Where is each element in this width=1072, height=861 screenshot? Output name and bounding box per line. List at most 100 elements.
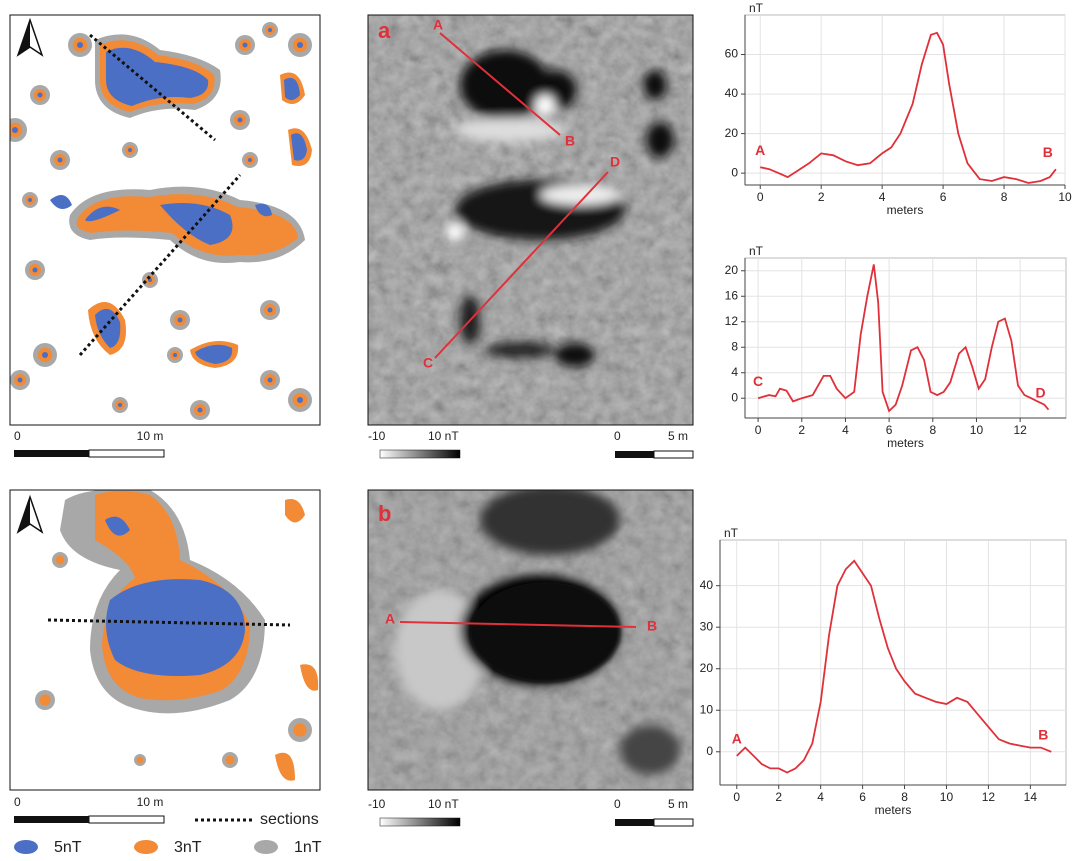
color-scale-label: 10 nT: [428, 797, 459, 811]
anomaly-5nT: [198, 408, 203, 413]
section-label: C: [753, 373, 763, 389]
y-tick-label: 40: [725, 86, 739, 100]
scale-label: 10 m: [137, 429, 164, 443]
section-label: A: [385, 611, 395, 627]
x-tick-label: 2: [818, 190, 825, 204]
anomaly-3nT: [226, 756, 235, 765]
x-tick-label: 8: [1001, 190, 1008, 204]
x-tick-label: 4: [879, 190, 886, 204]
scale-label: 0: [614, 797, 621, 811]
section-label: A: [732, 731, 742, 747]
color-scale-label: 10 nT: [428, 429, 459, 443]
anomaly-5nT: [238, 118, 243, 123]
y-tick-label: 8: [731, 339, 738, 353]
anomaly-5nT: [173, 353, 177, 357]
y-axis-label: nT: [749, 244, 764, 258]
anomaly-3nT: [293, 723, 306, 736]
anomaly-5nT: [268, 28, 272, 32]
x-tick-label: 2: [775, 790, 782, 804]
scale-label: 10 m: [137, 795, 164, 809]
figure: a b A B C D A B 0 10 m 0 10 m sections -…: [0, 0, 1072, 861]
panel-label: b: [378, 501, 391, 526]
section-label: A: [433, 17, 443, 33]
x-tick-label: 0: [733, 790, 740, 804]
scale-label: 0: [14, 429, 21, 443]
y-tick-label: 10: [700, 702, 714, 716]
anomaly-3nT: [137, 757, 144, 764]
legend: 5nT 3nT 1nT: [14, 839, 322, 856]
legend-label: sections: [260, 811, 319, 828]
x-tick-label: 10: [940, 790, 954, 804]
anomaly: [470, 582, 620, 682]
legend-label: 5nT: [54, 839, 82, 856]
anomaly-3nT: [40, 695, 51, 706]
x-tick-label: 12: [1013, 423, 1027, 437]
x-tick-label: 2: [798, 423, 805, 437]
x-tick-label: 10: [970, 423, 984, 437]
section-label: B: [565, 133, 575, 149]
x-tick-label: 0: [757, 190, 764, 204]
x-axis-label: meters: [875, 803, 912, 817]
anomaly-5nT: [268, 308, 273, 313]
scale-label: 0: [14, 795, 21, 809]
y-tick-label: 0: [731, 390, 738, 404]
y-tick-label: 20: [725, 263, 739, 277]
y-tick-label: 20: [700, 661, 714, 675]
anomaly-3nT: [56, 556, 65, 565]
y-tick-label: 0: [706, 744, 713, 758]
legend-swatch: [254, 840, 278, 854]
scale-segment: [615, 819, 654, 826]
scale-label: 5 m: [668, 429, 688, 443]
line-chart: 01020304002468101214nTmetersAB: [700, 526, 1066, 817]
x-tick-label: 8: [901, 790, 908, 804]
x-tick-label: 4: [842, 423, 849, 437]
scale-segment: [89, 450, 164, 457]
y-tick-label: 12: [725, 314, 739, 328]
color-scale-label: -10: [368, 429, 386, 443]
scale-segment: [615, 451, 654, 458]
anomaly-5nT: [33, 268, 38, 273]
scale-label: 5 m: [668, 797, 688, 811]
anomaly-5nT: [297, 397, 303, 403]
x-axis-label: meters: [887, 436, 924, 450]
anomaly-5nT: [42, 352, 48, 358]
color-scale-label: -10: [368, 797, 386, 811]
y-tick-label: 20: [725, 126, 739, 140]
scale-label: 0: [614, 429, 621, 443]
anomaly-5nT: [118, 403, 122, 407]
y-tick-label: 4: [731, 365, 738, 379]
anomaly-5nT: [248, 158, 252, 162]
anomaly-5nT: [18, 378, 23, 383]
anomaly-5nT: [178, 318, 183, 323]
x-tick-label: 6: [940, 190, 947, 204]
scale-segment: [654, 451, 693, 458]
section-label: D: [610, 154, 620, 170]
legend-label: 1nT: [294, 839, 322, 856]
anomaly-5nT: [38, 93, 43, 98]
section-label: A: [755, 142, 765, 158]
section-label: B: [1038, 726, 1048, 742]
anomaly-5nT: [243, 43, 248, 48]
anomaly-5nT: [268, 378, 273, 383]
x-tick-label: 10: [1058, 190, 1072, 204]
panel-label: a: [378, 18, 391, 43]
section-label: B: [1043, 144, 1053, 160]
anomaly-5nT: [12, 127, 18, 133]
x-tick-label: 0: [755, 423, 762, 437]
anomaly-5nT: [297, 42, 303, 48]
line-chart: 048121620024681012nTmetersCD: [725, 244, 1066, 450]
legend-label: 3nT: [174, 839, 202, 856]
scale-segment: [14, 816, 89, 823]
legend-swatch: [134, 840, 158, 854]
magnetic-image: [368, 15, 693, 425]
x-axis-label: meters: [887, 203, 924, 217]
legend-swatch: [14, 840, 38, 854]
y-axis-label: nT: [724, 526, 739, 540]
y-tick-label: 40: [700, 578, 714, 592]
anomaly-5nT: [58, 158, 63, 163]
color-scale: [380, 450, 460, 458]
plot-area: [745, 15, 1065, 185]
y-tick-label: 60: [725, 47, 739, 61]
anomaly-5nT: [28, 198, 32, 202]
